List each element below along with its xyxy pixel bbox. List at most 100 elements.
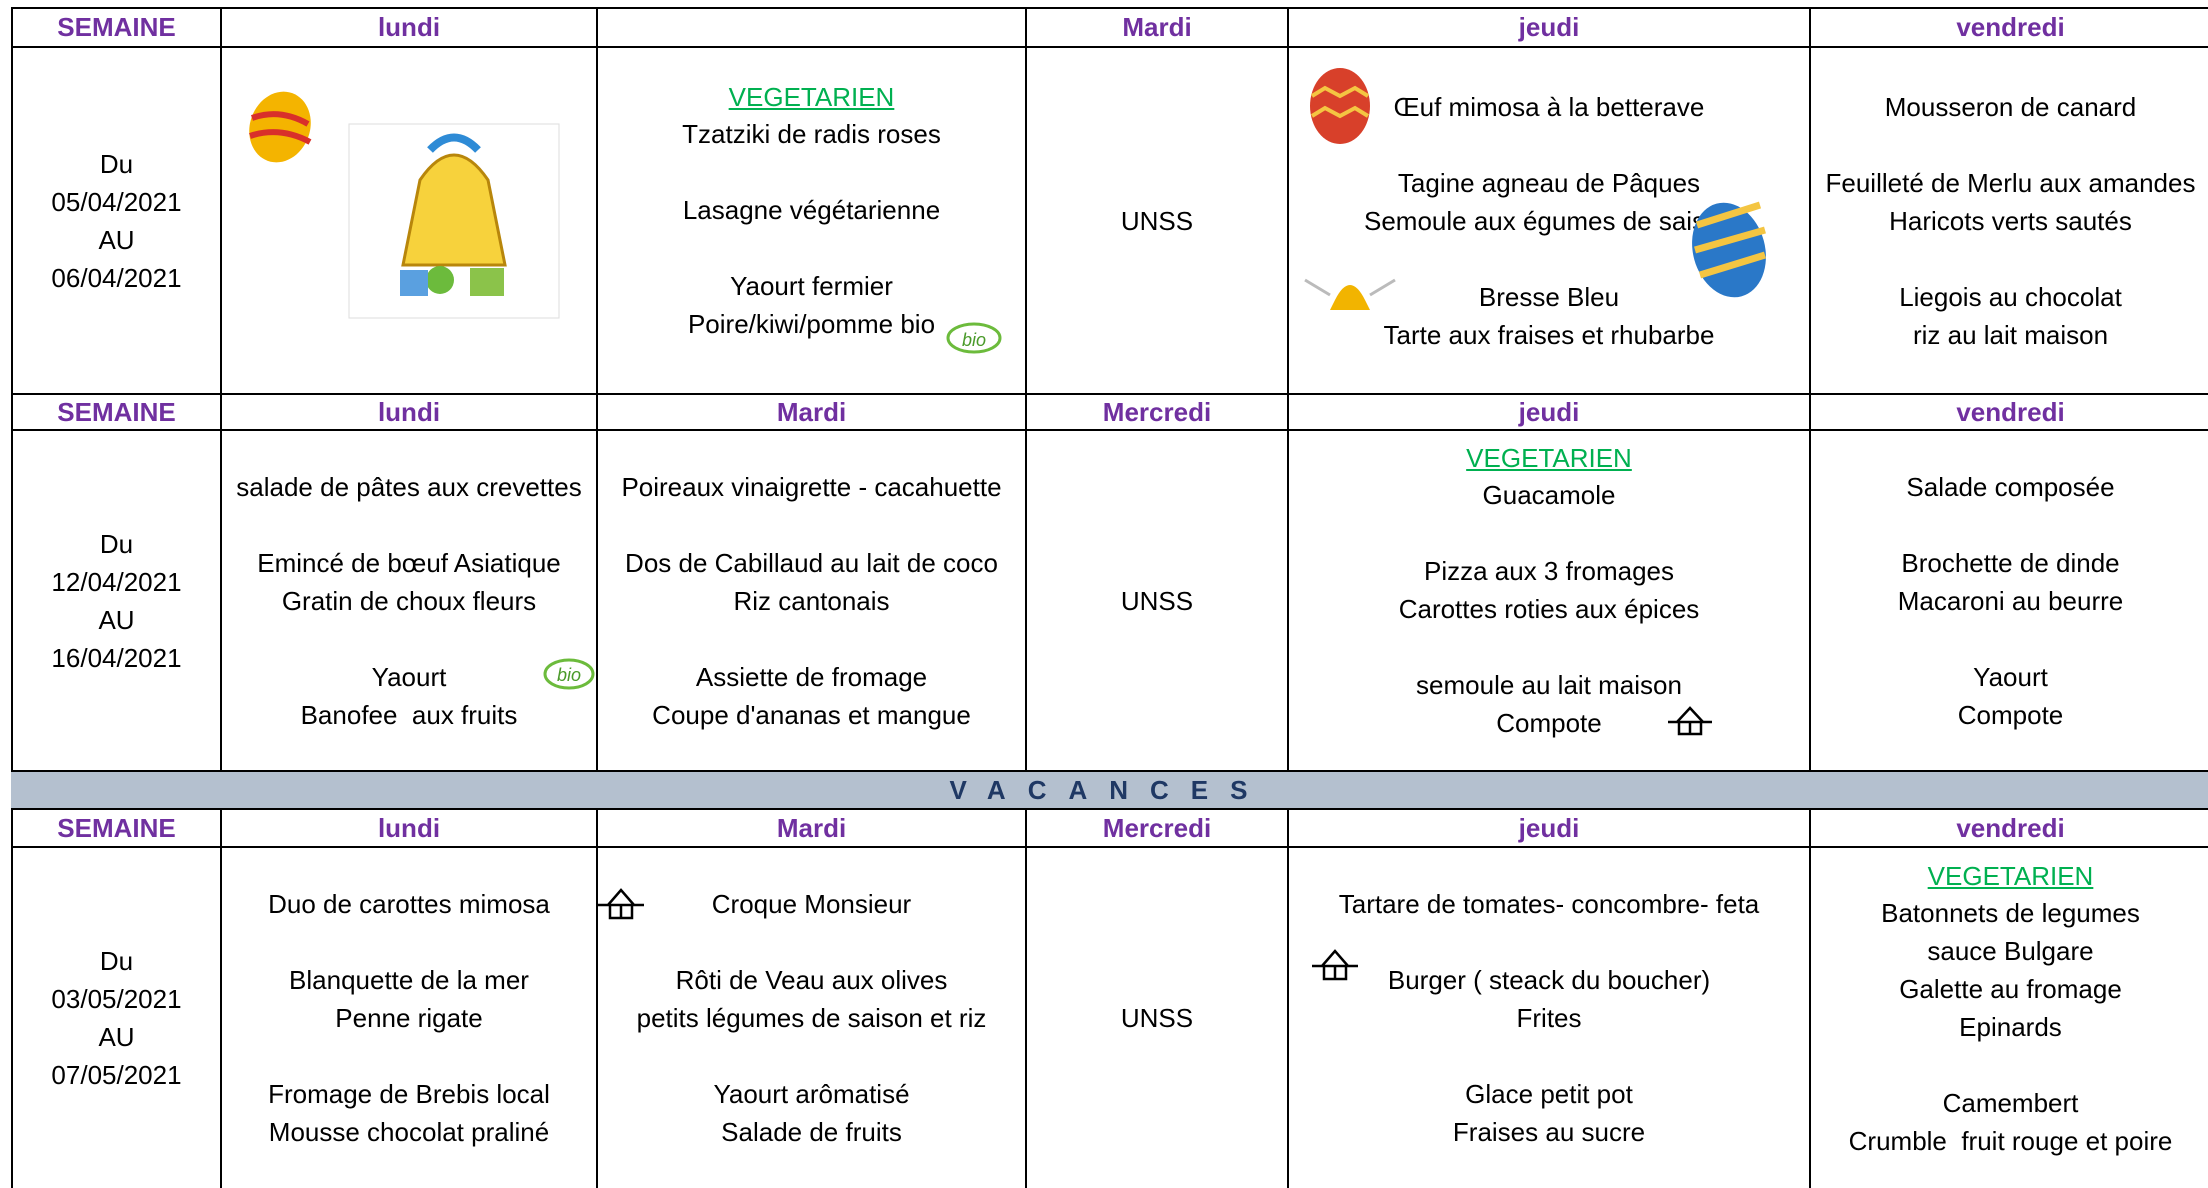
menu-item: Tartare de tomates- concombre- feta	[1338, 889, 1760, 919]
header-cell: Mardi	[1025, 7, 1287, 46]
menu-course: Burger ( steack du boucher) Frites	[1388, 961, 1710, 1037]
menu-item: Banofee aux fruits	[300, 699, 518, 730]
menu-item: Tagine agneau de Pâques	[1397, 167, 1701, 198]
week-text: AU	[98, 224, 135, 255]
header-cell: Mardi	[596, 808, 1025, 846]
header-cell: jeudi	[1287, 7, 1809, 46]
menu-course: UNSS	[1121, 582, 1193, 620]
day-name: jeudi	[1518, 12, 1580, 42]
menu-item: Penne rigate	[335, 1003, 483, 1033]
menu-course: salade de pâtes aux crevettes	[236, 468, 581, 506]
menu-course: Guacamole	[1483, 476, 1616, 514]
week-cell: Du 12/04/2021 AU 16/04/2021	[11, 429, 220, 770]
menu-course: Tagine agneau de Pâques Semoule aux égume…	[1364, 164, 1734, 240]
header-cell: vendredi	[1809, 393, 2208, 429]
day-name: SEMAINE	[57, 396, 176, 427]
menu-item: Pizza aux 3 fromages	[1423, 556, 1674, 586]
menu-course: Fromage de Brebis local Mousse chocolat p…	[268, 1075, 550, 1151]
menu-item: Rôti de Veau aux olives	[675, 965, 948, 995]
menu-course: Pizza aux 3 fromages Carottes roties aux …	[1399, 552, 1700, 628]
menu-course: Bresse Bleu Tarte aux fraises et rhubarbe	[1384, 278, 1715, 354]
menu-course: Camembert Crumble fruit rouge et poire	[1849, 1084, 2173, 1160]
menu-item: Tarte aux fraises et rhubarbe	[1383, 319, 1715, 350]
menu-item: Assiette de fromage	[695, 661, 928, 692]
menu-course: Yaourt Banofee aux fruits	[301, 658, 518, 734]
week-text: AU	[98, 604, 135, 635]
menu-item: Guacamole	[1482, 480, 1616, 510]
menu-cell: salade de pâtes aux crevettes Emincé de b…	[220, 429, 596, 770]
header-cell: SEMAINE	[11, 7, 220, 46]
menu-cell: Tartare de tomates- concombre- feta Burge…	[1287, 846, 1809, 1188]
menu-item: Lasagne végétarienne	[682, 195, 941, 225]
menu-tag: VEGETARIEN	[728, 82, 895, 112]
menu-cell: VEGETARIEN Guacamole Pizza aux 3 fromages C…	[1287, 429, 1809, 770]
menu-item: Compote	[1957, 699, 2064, 730]
header-cell: lundi	[220, 808, 596, 846]
menu-cell: UNSS	[1025, 846, 1287, 1188]
day-name: jeudi	[1518, 812, 1580, 843]
header-cell: Mercredi	[1025, 808, 1287, 846]
menu-item: salade de pâtes aux crevettes	[236, 471, 582, 502]
menu-course: Feuilleté de Merlu aux amandes Haricots v…	[1826, 164, 2196, 240]
menu-item: Burger ( steack du boucher)	[1387, 965, 1711, 995]
menu-course: Tzatziki de radis roses	[682, 115, 941, 153]
week-cell: Du 03/05/2021 AU 07/05/2021	[11, 846, 220, 1188]
menu-item: Mousseron de canard	[1884, 91, 2137, 122]
menu-course: Tartare de tomates- concombre- feta	[1339, 885, 1760, 923]
menu-item: UNSS	[1120, 585, 1194, 616]
menu-item: Crumble fruit rouge et poire	[1848, 1125, 2173, 1156]
menu-course: Yaourt Compote	[1958, 658, 2064, 734]
menu-item: Duo de carottes mimosa	[268, 889, 550, 919]
day-name: SEMAINE	[57, 12, 176, 42]
week-cell: Du 05/04/2021 AU 06/04/2021	[11, 46, 220, 393]
menu-cell: VEGETARIEN Tzatziki de radis roses Lasagne…	[596, 46, 1025, 393]
day-name: lundi	[377, 812, 441, 843]
day-name: lundi	[377, 396, 441, 427]
header-cell: vendredi	[1809, 7, 2208, 46]
menu-item: Croque Monsieur	[711, 889, 912, 919]
header-cell: Mercredi	[1025, 393, 1287, 429]
header-cell: jeudi	[1287, 393, 1809, 429]
day-name: vendredi	[1956, 12, 2065, 42]
week-text: Du	[99, 946, 134, 976]
menu-course: semoule au lait maison Compote	[1416, 666, 1682, 742]
header-cell: SEMAINE	[11, 393, 220, 429]
week-text: 07/05/2021	[51, 1060, 182, 1090]
menu-item: Yaourt	[1973, 661, 2048, 692]
menu-item: Compote	[1496, 708, 1602, 738]
menu-item: Yaourt fermier	[730, 271, 893, 301]
menu-cell: Salade composée Brochette de dinde Macaron…	[1809, 429, 2208, 770]
week-text: Du	[99, 148, 134, 179]
menu-course: Lasagne végétarienne	[683, 191, 940, 229]
week-text: 12/04/2021	[51, 566, 182, 597]
menu-course: Yaourt fermier Poire/kiwi/pomme bio	[688, 267, 935, 343]
week-text: AU	[98, 1022, 135, 1052]
menu-item: Batonnets de legumes	[1881, 897, 2140, 928]
menu-item: Blanquette de la mer	[289, 965, 529, 995]
menu-course: Duo de carottes mimosa	[268, 885, 550, 923]
day-name: jeudi	[1518, 396, 1580, 427]
menu-course: Emincé de bœuf Asiatique Gratin de choux …	[257, 544, 561, 620]
day-name: Mardi	[776, 812, 847, 843]
vacances-band: VACANCES	[11, 770, 2208, 808]
menu-item: semoule au lait maison	[1416, 670, 1682, 700]
menu-course: Rôti de Veau aux olives petits légumes de…	[637, 961, 987, 1037]
menu-item: Feuilleté de Merlu aux amandes	[1825, 167, 2196, 198]
menu-item: Mousse chocolat praliné	[268, 1117, 550, 1147]
day-name: Mercredi	[1102, 396, 1212, 427]
week-text: Du	[99, 528, 134, 559]
day-name: vendredi	[1956, 396, 2065, 427]
menu-course: Liegois au chocolat riz au lait maison	[1899, 278, 2122, 354]
menu-item: Glace petit pot	[1465, 1079, 1633, 1109]
header-cell: Mardi	[596, 393, 1025, 429]
menu-item: Brochette de dinde	[1901, 547, 2120, 578]
menu-course: Batonnets de legumes sauce Bulgare Galette…	[1881, 894, 2140, 1046]
menu-cell	[220, 46, 596, 393]
menu-cell: UNSS	[1025, 46, 1287, 393]
menu-course: Poireaux vinaigrette - cacahuette	[621, 468, 1001, 506]
menu-course: UNSS	[1121, 202, 1193, 240]
menu-cell: Mousseron de canard Feuilleté de Merlu au…	[1809, 46, 2208, 393]
menu-item: Œuf mimosa à la betterave	[1393, 91, 1705, 122]
